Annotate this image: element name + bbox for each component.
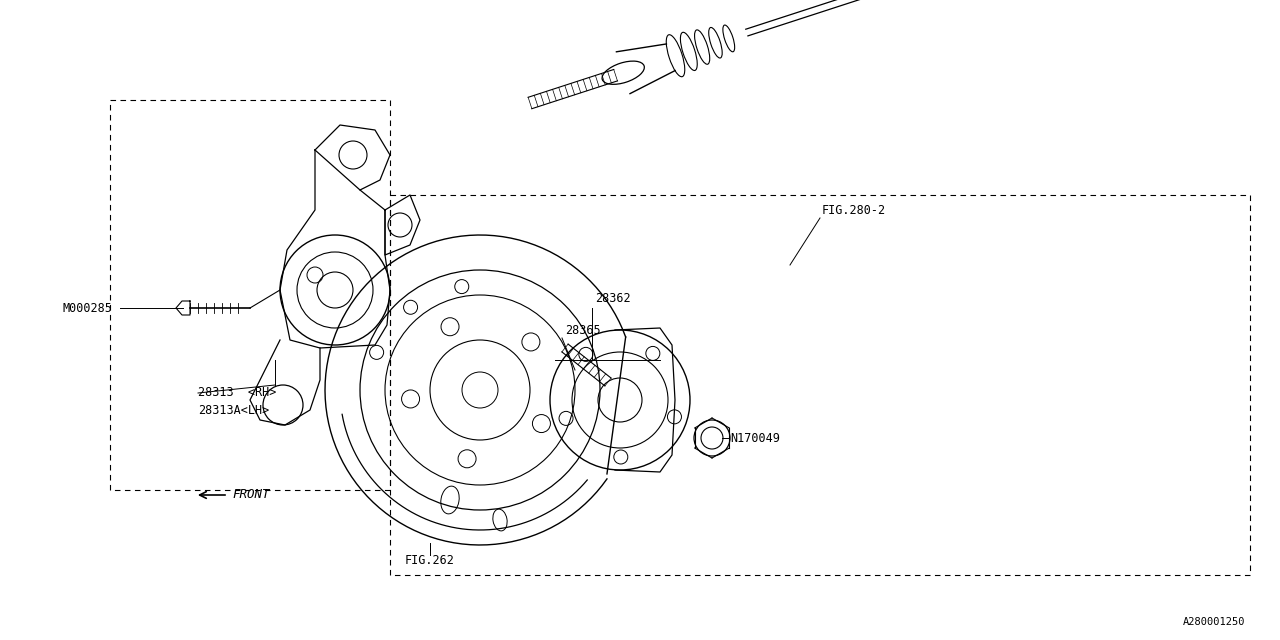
Text: 28313  <RH>: 28313 <RH> [198,387,276,399]
Text: 28365: 28365 [564,323,600,337]
Text: FIG.280-2: FIG.280-2 [822,204,886,216]
Text: M000285: M000285 [63,301,113,314]
Text: N170049: N170049 [730,431,780,445]
Text: FRONT: FRONT [232,488,270,502]
Text: A280001250: A280001250 [1183,617,1245,627]
Text: 28362: 28362 [595,291,631,305]
Text: 28313A<LH>: 28313A<LH> [198,404,269,417]
Text: FIG.262: FIG.262 [404,554,454,566]
